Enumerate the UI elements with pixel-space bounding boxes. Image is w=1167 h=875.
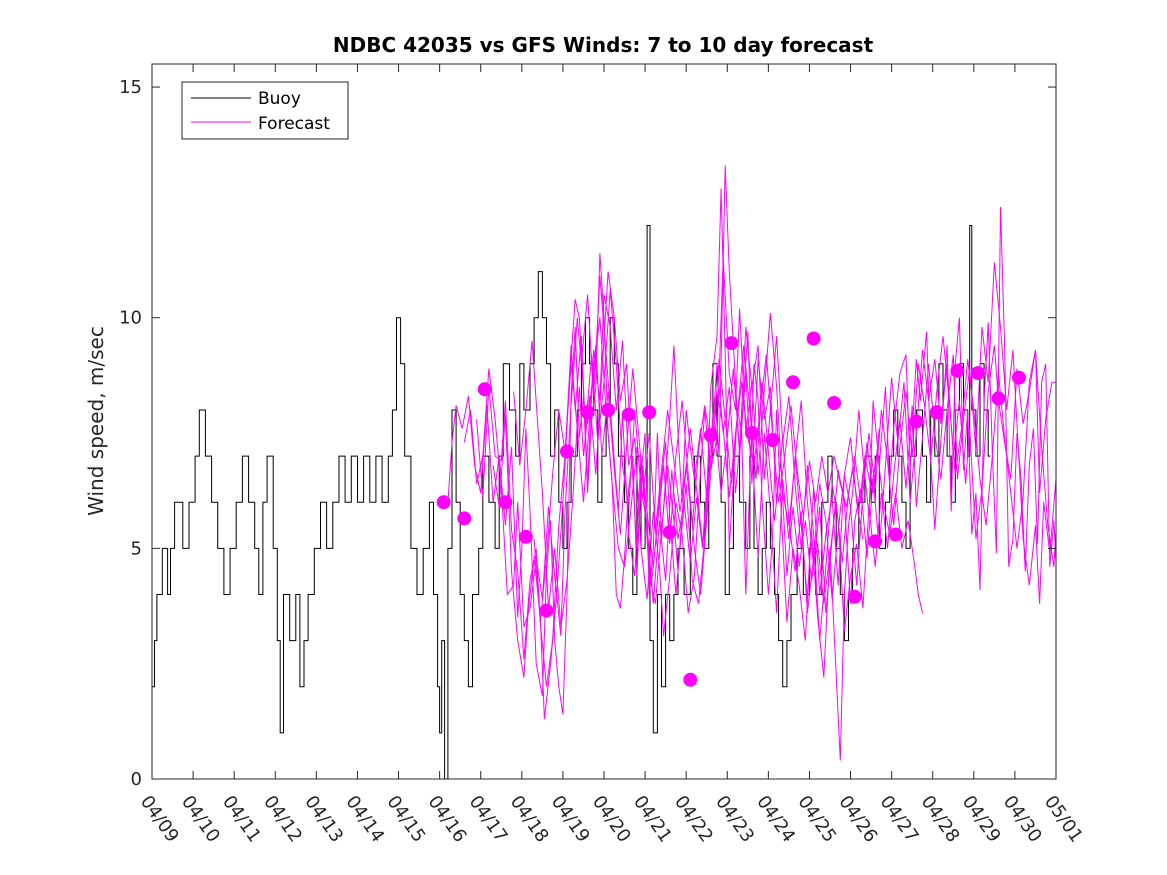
x-tick-label: 04/30	[999, 792, 1046, 847]
x-tick-label: 05/01	[1040, 792, 1087, 847]
x-tick-label: 04/27	[876, 792, 923, 847]
x-tick-label: 04/25	[793, 792, 840, 847]
legend: Buoy Forecast	[181, 81, 349, 140]
x-tick-label: 04/18	[506, 792, 553, 847]
y-tick-label: 0	[131, 769, 142, 790]
x-tick-label: 04/24	[752, 792, 799, 847]
forecast-marker-21	[868, 534, 883, 549]
x-tick-label: 04/20	[588, 792, 635, 847]
forecast-marker-1	[457, 511, 472, 526]
forecast-marker-5	[539, 603, 554, 618]
y-axis: 0 5 10 15	[119, 77, 1056, 790]
x-tick-label: 04/13	[300, 792, 347, 847]
forecast-marker-10	[642, 405, 657, 420]
forecast-marker-6	[560, 444, 574, 459]
forecast-marker-14	[724, 336, 739, 351]
x-tick-label: 04/28	[917, 792, 964, 847]
y-tick-label: 10	[119, 308, 142, 329]
forecast-marker-3	[498, 495, 513, 510]
forecast-marker-12	[683, 672, 698, 687]
forecast-marker-15	[744, 426, 759, 440]
series-layer	[152, 165, 1057, 780]
forecast-marker-20	[847, 589, 862, 604]
y-tick-label: 5	[131, 538, 142, 559]
x-tick-label: 04/09	[136, 792, 183, 847]
forecast-series-line-1	[447, 188, 1057, 761]
forecast-marker-7	[580, 405, 595, 420]
x-tick-label: 04/16	[424, 792, 471, 847]
marker-layer	[436, 331, 1026, 687]
forecast-marker-27	[991, 391, 1006, 406]
buoy-series-line	[152, 225, 991, 780]
legend-label-buoy: Buoy	[258, 89, 301, 109]
forecast-series-line-6	[533, 345, 880, 623]
x-tick-label: 04/11	[218, 792, 265, 847]
forecast-marker-4	[518, 529, 533, 544]
forecast-marker-19	[827, 396, 842, 410]
x-tick-label: 04/19	[547, 792, 594, 847]
x-tick-label: 04/14	[341, 792, 388, 847]
x-tick-label: 04/29	[958, 792, 1005, 847]
forecast-marker-17	[786, 375, 800, 390]
forecast-marker-25	[950, 363, 965, 378]
forecast-marker-2	[477, 382, 492, 397]
forecast-marker-24	[929, 405, 944, 420]
x-tick-label: 04/21	[629, 792, 676, 847]
chart-title: NDBC 42035 vs GFS Winds: 7 to 10 day for…	[333, 33, 874, 57]
plot-area	[151, 63, 1057, 780]
forecast-marker-22	[888, 527, 903, 542]
forecast-marker-28	[1012, 370, 1026, 385]
x-tick-label: 04/15	[382, 792, 429, 847]
forecast-marker-16	[765, 433, 780, 447]
x-tick-label: 04/23	[711, 792, 758, 847]
forecast-marker-11	[662, 525, 677, 540]
forecast-marker-9	[621, 407, 636, 422]
forecast-marker-0	[436, 495, 451, 510]
y-tick-label: 15	[119, 77, 142, 98]
legend-box	[181, 81, 349, 140]
forecast-marker-23	[909, 414, 924, 429]
legend-label-forecast: Forecast	[258, 114, 330, 134]
y-axis-label: Wind speed, m/sec	[84, 326, 108, 516]
forecast-series-line-4	[492, 262, 1057, 720]
forecast-marker-18	[806, 331, 821, 346]
forecast-marker-13	[703, 428, 718, 443]
x-tick-label: 04/10	[177, 792, 224, 847]
forecast-marker-8	[601, 403, 616, 417]
x-tick-label: 04/17	[465, 792, 512, 847]
forecast-marker-26	[970, 366, 985, 381]
x-axis: 04/0904/1004/1104/1204/1304/1404/1504/16…	[136, 64, 1087, 846]
x-tick-label: 04/22	[670, 792, 717, 847]
x-tick-label: 04/12	[259, 792, 306, 847]
forecast-series-line-3	[476, 257, 1056, 687]
x-tick-label: 04/26	[834, 792, 881, 847]
